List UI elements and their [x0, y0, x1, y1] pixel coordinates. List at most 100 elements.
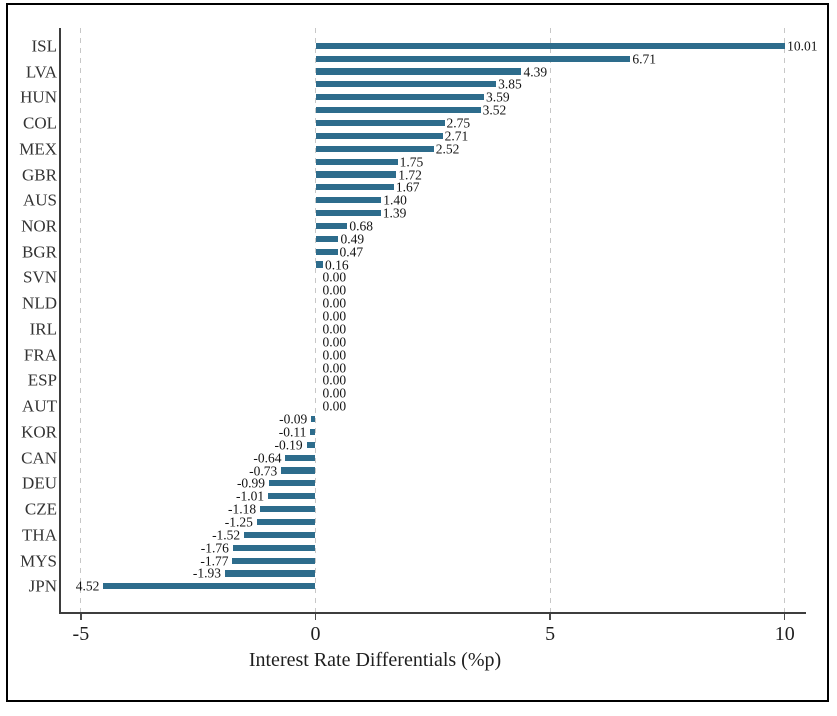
gridline: [80, 28, 82, 612]
value-label: 1.75: [399, 153, 424, 169]
y-axis-category-label: FRA: [23, 345, 57, 365]
x-axis-tick: [80, 614, 82, 620]
bar: [315, 171, 397, 178]
bar: [315, 235, 339, 242]
y-axis-category-label: LVA: [25, 62, 57, 82]
value-label: -1.93: [192, 565, 221, 581]
value-label: 0.16: [325, 256, 349, 272]
bar: [315, 222, 348, 230]
value-label: -0.73: [249, 462, 278, 478]
value-label: -1.25: [224, 514, 253, 530]
bar: [315, 210, 381, 217]
bar: [315, 261, 323, 268]
value-label: 4.39: [523, 63, 548, 79]
bar: [310, 428, 316, 435]
bar: [315, 158, 398, 165]
bar: [315, 119, 445, 127]
bar: [315, 184, 394, 191]
value-label: 1.39: [382, 205, 407, 221]
value-label: -0.64: [253, 449, 282, 465]
value-label: 0.49: [340, 231, 365, 247]
gridline: [315, 28, 316, 612]
bar: [315, 248, 338, 255]
bar: [244, 531, 316, 538]
value-label: 2.75: [446, 115, 471, 131]
value-label: -0.99: [236, 475, 266, 491]
bar: [306, 441, 316, 448]
x-axis-tick: [314, 614, 317, 620]
y-axis-category-label: NLD: [22, 293, 57, 313]
y-axis-category-label: AUT: [22, 396, 57, 416]
y-axis-category-label: BGR: [22, 242, 57, 262]
y-axis-category-label: ESP: [27, 370, 57, 390]
value-label: 1.67: [395, 179, 420, 195]
value-label: 6.71: [632, 50, 656, 66]
y-axis-category-label: JPN: [28, 576, 57, 596]
value-label: -1.01: [236, 488, 265, 504]
value-label: 0.00: [322, 385, 347, 401]
bar: [268, 493, 316, 500]
bar: [315, 197, 382, 204]
value-label: 4.52: [75, 578, 100, 594]
value-label: -1.76: [200, 539, 229, 555]
bar: [315, 145, 434, 152]
x-axis-line: [59, 612, 806, 614]
x-axis-title: Interest Rate Differentials (%p): [248, 649, 502, 671]
bar: [103, 583, 316, 590]
value-label: 0.68: [349, 218, 374, 234]
bar: [281, 467, 316, 474]
bar: [315, 68, 522, 75]
y-axis-category-label: CZE: [24, 499, 57, 519]
bar: [315, 81, 497, 88]
bar: [224, 570, 316, 577]
x-axis-tick-label: 0: [310, 623, 321, 645]
bar: [315, 42, 786, 49]
gridline: [549, 28, 551, 612]
value-label: 0.47: [339, 243, 364, 259]
value-label: 2.71: [444, 128, 469, 144]
value-label: -1.18: [228, 501, 257, 517]
bar: [315, 94, 484, 101]
value-label: 3.52: [482, 102, 507, 118]
y-axis-category-label: KOR: [21, 422, 57, 442]
value-label: 10.01: [787, 38, 818, 54]
value-label: 3.59: [485, 89, 510, 105]
y-axis-category-label: HUN: [20, 87, 57, 107]
value-label: 0.00: [322, 295, 347, 311]
value-label: 3.85: [498, 76, 522, 92]
y-axis-category-label: SVN: [22, 267, 57, 287]
y-axis-category-label: CAN: [21, 448, 57, 468]
value-label: 0.00: [322, 372, 347, 388]
bar: [315, 132, 443, 139]
y-axis-category-label: COL: [23, 113, 57, 133]
y-axis-category-label: GBR: [22, 165, 57, 184]
y-axis-category-label: ISL: [31, 36, 58, 56]
x-axis-tick: [549, 614, 551, 620]
y-axis-category-label: AUS: [22, 190, 57, 210]
y-axis-line: [59, 28, 61, 614]
y-axis-category-label: MEX: [19, 139, 57, 159]
bar: [315, 55, 631, 62]
value-label: -0.11: [278, 424, 307, 440]
value-label: 0.00: [322, 321, 347, 337]
bar: [260, 506, 316, 513]
value-label: -0.19: [274, 437, 303, 453]
y-axis-category-label: NOR: [21, 216, 57, 236]
value-label: 0.00: [322, 359, 347, 375]
x-axis-tick-label: 5: [545, 623, 556, 645]
value-label: -1.52: [212, 527, 241, 543]
bar: [311, 415, 316, 423]
y-axis-category-label: DEU: [22, 473, 57, 493]
value-label: 0.00: [322, 398, 347, 414]
bar: [232, 544, 316, 551]
y-axis-category-label: IRL: [29, 319, 57, 339]
value-label: 0.00: [322, 282, 347, 298]
y-axis-category-label: THA: [22, 525, 57, 545]
value-label: 0.00: [322, 269, 347, 285]
x-axis-tick-label: 10: [774, 623, 795, 645]
x-axis-tick-label: -5: [72, 623, 90, 645]
value-label: 0.00: [322, 308, 347, 324]
value-label: 1.40: [383, 192, 407, 208]
bar: [315, 107, 481, 114]
